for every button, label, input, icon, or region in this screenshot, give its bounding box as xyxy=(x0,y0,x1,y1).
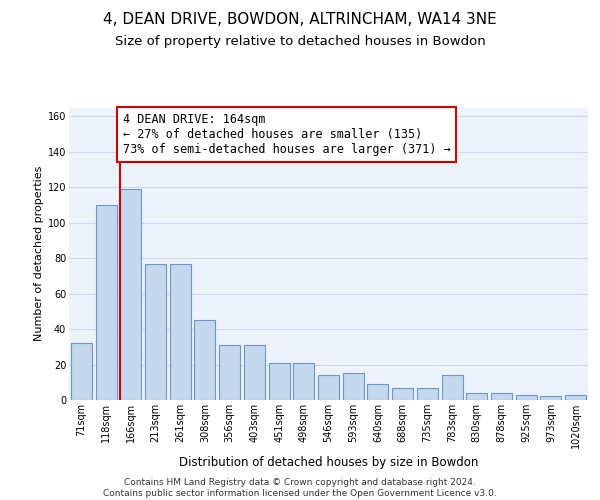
X-axis label: Distribution of detached houses by size in Bowdon: Distribution of detached houses by size … xyxy=(179,456,478,469)
Bar xyxy=(367,384,388,400)
Bar xyxy=(244,345,265,400)
Bar xyxy=(491,393,512,400)
Bar xyxy=(170,264,191,400)
Bar xyxy=(120,189,141,400)
Bar xyxy=(145,264,166,400)
Bar xyxy=(442,375,463,400)
Bar xyxy=(541,396,562,400)
Text: Size of property relative to detached houses in Bowdon: Size of property relative to detached ho… xyxy=(115,35,485,48)
Text: 4 DEAN DRIVE: 164sqm
← 27% of detached houses are smaller (135)
73% of semi-deta: 4 DEAN DRIVE: 164sqm ← 27% of detached h… xyxy=(123,113,451,156)
Bar xyxy=(71,344,92,400)
Bar xyxy=(392,388,413,400)
Bar xyxy=(417,388,438,400)
Bar xyxy=(343,374,364,400)
Y-axis label: Number of detached properties: Number of detached properties xyxy=(34,166,44,342)
Bar xyxy=(318,375,339,400)
Bar xyxy=(95,205,116,400)
Text: Contains HM Land Registry data © Crown copyright and database right 2024.
Contai: Contains HM Land Registry data © Crown c… xyxy=(103,478,497,498)
Bar xyxy=(194,320,215,400)
Bar xyxy=(269,363,290,400)
Bar xyxy=(219,345,240,400)
Bar xyxy=(565,394,586,400)
Bar xyxy=(293,363,314,400)
Bar xyxy=(516,394,537,400)
Bar xyxy=(466,393,487,400)
Text: 4, DEAN DRIVE, BOWDON, ALTRINCHAM, WA14 3NE: 4, DEAN DRIVE, BOWDON, ALTRINCHAM, WA14 … xyxy=(103,12,497,28)
